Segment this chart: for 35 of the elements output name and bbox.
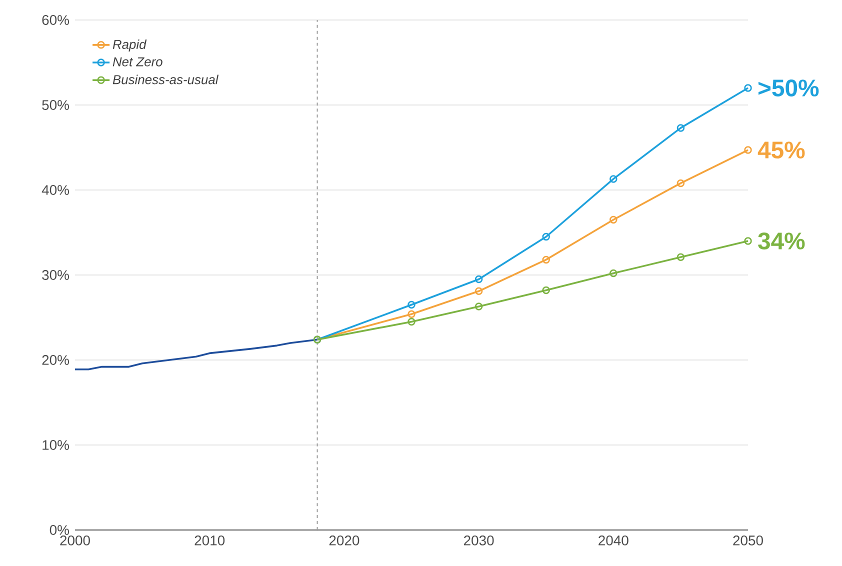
y-tick-label: 20% [42, 355, 69, 365]
point [676, 179, 685, 188]
text: 34% [758, 232, 805, 250]
x-tick-label: 2030 [464, 536, 494, 546]
point [474, 287, 483, 296]
point [676, 124, 685, 132]
x-tick-label: 2020 [329, 536, 360, 546]
text: 45% [758, 142, 805, 158]
point [474, 302, 483, 310]
text: >50% [758, 80, 819, 96]
point [610, 269, 618, 278]
point [408, 300, 416, 309]
point [408, 310, 416, 318]
point [408, 318, 416, 326]
line-series [74, 338, 318, 370]
point [542, 286, 550, 294]
y-tick-label: 0% [50, 525, 69, 535]
point [610, 175, 618, 183]
point [610, 216, 618, 224]
y-tick-label: 30% [42, 270, 69, 280]
x-tick-label: 2040 [598, 536, 628, 546]
legend-label: Rapid [112, 39, 147, 52]
y-tick-label: 60% [42, 15, 69, 25]
y-tick-label: 50% [42, 100, 69, 110]
point [542, 256, 550, 264]
point [676, 253, 685, 262]
legend-label: Net Zero [112, 57, 162, 66]
point [474, 275, 483, 284]
legend-label: Business-as-usual [112, 74, 219, 84]
y-tick-label: 40% [42, 185, 69, 195]
x-tick-label: 2050 [733, 536, 763, 546]
y-tick-label: 10% [42, 440, 69, 450]
x-tick-label: 2010 [194, 536, 225, 546]
x-tick-label: 2000 [60, 536, 90, 546]
point [542, 232, 550, 241]
